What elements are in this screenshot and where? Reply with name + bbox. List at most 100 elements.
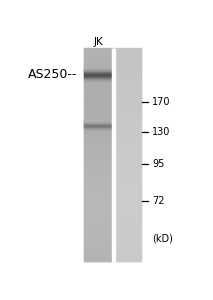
Bar <box>83 234 112 235</box>
Bar <box>83 69 112 70</box>
Bar <box>83 177 112 178</box>
Bar <box>115 233 141 234</box>
Bar <box>115 228 141 229</box>
Bar <box>115 73 141 74</box>
Bar <box>115 260 141 261</box>
Bar <box>83 183 112 184</box>
Bar <box>115 104 141 105</box>
Bar <box>115 65 141 66</box>
Bar <box>115 159 141 160</box>
Bar <box>83 192 112 193</box>
Bar <box>115 231 141 232</box>
Bar <box>83 163 112 164</box>
Bar <box>115 207 141 208</box>
Bar <box>115 188 141 189</box>
Bar <box>115 219 141 220</box>
Bar <box>83 85 112 86</box>
Bar <box>115 133 141 134</box>
Bar <box>83 94 112 95</box>
Bar <box>115 177 141 178</box>
Bar <box>115 100 141 101</box>
Bar <box>83 151 112 152</box>
Bar <box>83 144 112 145</box>
Bar <box>83 76 112 77</box>
Bar <box>115 258 141 259</box>
Bar <box>83 64 112 65</box>
Bar <box>115 230 141 231</box>
Bar <box>83 240 112 241</box>
Bar <box>115 144 141 145</box>
Bar <box>115 165 141 166</box>
Bar <box>115 164 141 165</box>
Bar <box>115 69 141 70</box>
Bar <box>83 226 112 227</box>
Bar <box>83 236 112 237</box>
Bar <box>83 175 112 176</box>
Bar <box>83 136 112 137</box>
Bar <box>83 243 112 244</box>
Bar <box>115 49 141 50</box>
Bar <box>83 257 112 258</box>
Bar <box>83 114 112 115</box>
Bar <box>83 257 112 258</box>
Bar <box>83 100 112 101</box>
Bar <box>83 145 112 146</box>
Bar <box>83 104 112 105</box>
Bar <box>115 77 141 79</box>
Bar <box>83 96 112 97</box>
Bar <box>83 185 112 186</box>
Bar <box>83 178 112 179</box>
Bar <box>83 142 112 143</box>
Bar <box>83 184 112 185</box>
Bar <box>83 186 112 187</box>
Bar <box>83 51 112 52</box>
Bar <box>115 221 141 222</box>
Bar <box>115 66 141 67</box>
Bar <box>83 152 112 153</box>
Bar <box>83 194 112 195</box>
Bar <box>83 170 112 171</box>
Bar <box>115 113 141 114</box>
Bar <box>115 202 141 203</box>
Bar <box>115 169 141 170</box>
Bar <box>83 49 112 50</box>
Bar <box>83 202 112 203</box>
Bar <box>115 173 141 174</box>
Bar <box>83 53 112 54</box>
Bar <box>115 124 141 125</box>
Bar <box>115 155 141 156</box>
Bar <box>115 163 141 164</box>
Bar <box>115 70 141 71</box>
Bar <box>83 179 112 180</box>
Bar <box>83 179 112 181</box>
Bar <box>83 242 112 243</box>
Bar <box>83 106 112 107</box>
Bar <box>83 241 112 242</box>
Bar <box>115 109 141 110</box>
Bar <box>83 83 112 84</box>
Bar <box>115 172 141 173</box>
Bar <box>115 224 141 225</box>
Bar <box>115 125 141 126</box>
Bar <box>115 129 141 130</box>
Text: AS250--: AS250-- <box>27 68 77 81</box>
Bar <box>115 80 141 81</box>
Bar <box>83 230 112 232</box>
Bar <box>115 96 141 97</box>
Bar <box>115 139 141 140</box>
Bar <box>115 126 141 127</box>
Bar <box>115 130 141 132</box>
Bar <box>83 180 112 181</box>
Bar <box>83 82 112 83</box>
Bar <box>83 72 112 73</box>
Bar <box>115 254 141 255</box>
Bar <box>115 256 141 257</box>
Bar <box>83 133 112 134</box>
Bar <box>115 192 141 193</box>
Bar <box>115 111 141 112</box>
Bar <box>115 247 141 248</box>
Bar <box>83 77 112 79</box>
Bar <box>115 225 141 226</box>
Bar <box>83 151 112 152</box>
Bar <box>115 255 141 256</box>
